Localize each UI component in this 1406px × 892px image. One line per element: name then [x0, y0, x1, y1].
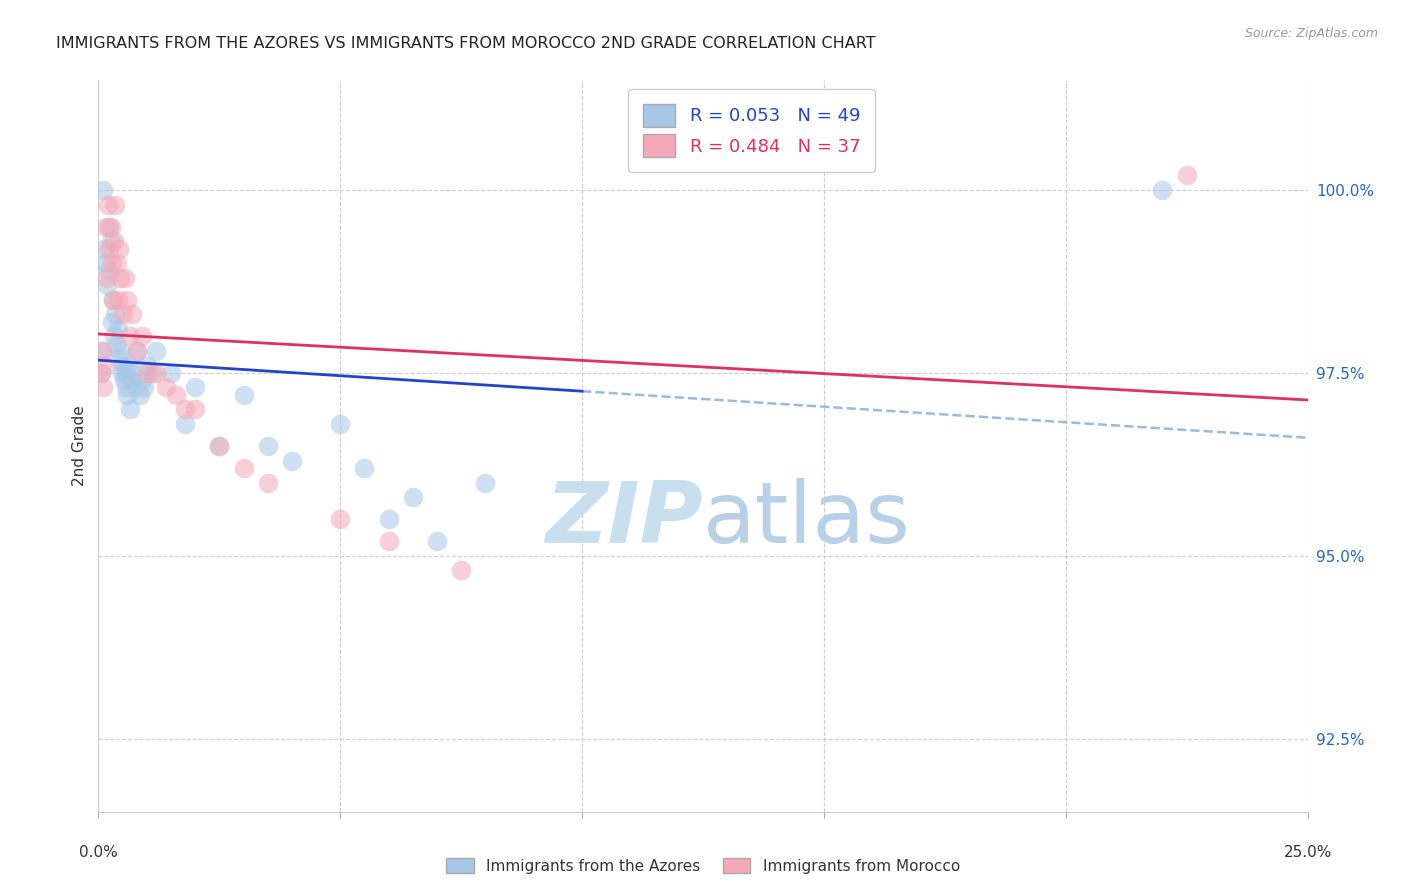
- Legend: R = 0.053   N = 49, R = 0.484   N = 37: R = 0.053 N = 49, R = 0.484 N = 37: [628, 89, 875, 172]
- Point: [120, 373, 142, 387]
- Point: [98, 242, 121, 256]
- Point: [96, 270, 118, 285]
- Text: ZIP: ZIP: [546, 477, 703, 561]
- Point: [135, 359, 157, 373]
- Point: [108, 270, 131, 285]
- Point: [117, 359, 139, 373]
- Point: [131, 329, 153, 343]
- Point: [91, 380, 114, 394]
- Point: [402, 490, 425, 504]
- Point: [91, 343, 114, 358]
- Point: [114, 270, 136, 285]
- Point: [111, 307, 134, 321]
- Point: [100, 219, 122, 234]
- Point: [100, 234, 122, 248]
- Point: [101, 256, 124, 270]
- Point: [115, 380, 138, 394]
- Text: 0.0%: 0.0%: [79, 845, 118, 860]
- Point: [174, 402, 197, 417]
- Point: [118, 402, 141, 417]
- Point: [96, 278, 118, 293]
- Text: IMMIGRANTS FROM THE AZORES VS IMMIGRANTS FROM MOROCCO 2ND GRADE CORRELATION CHAR: IMMIGRANTS FROM THE AZORES VS IMMIGRANTS…: [56, 36, 876, 51]
- Point: [474, 475, 496, 490]
- Point: [134, 380, 156, 394]
- Point: [329, 417, 352, 431]
- Point: [232, 461, 254, 475]
- Point: [256, 439, 278, 453]
- Point: [208, 439, 231, 453]
- Point: [111, 359, 134, 373]
- Text: 25.0%: 25.0%: [1284, 845, 1331, 860]
- Point: [426, 534, 449, 549]
- Point: [105, 336, 128, 351]
- Point: [128, 388, 150, 402]
- Point: [91, 343, 114, 358]
- Point: [121, 307, 143, 321]
- Point: [160, 366, 183, 380]
- Point: [127, 343, 149, 358]
- Point: [155, 380, 177, 394]
- Point: [108, 343, 131, 358]
- Point: [90, 366, 112, 380]
- Point: [103, 234, 125, 248]
- Point: [184, 402, 207, 417]
- Point: [117, 293, 139, 307]
- Point: [91, 183, 114, 197]
- Point: [450, 563, 472, 577]
- Point: [118, 329, 141, 343]
- Point: [97, 197, 120, 211]
- Point: [329, 512, 352, 526]
- Point: [127, 343, 149, 358]
- Point: [184, 380, 207, 394]
- Point: [114, 366, 136, 380]
- Point: [107, 293, 129, 307]
- Point: [93, 242, 115, 256]
- Point: [101, 293, 124, 307]
- Point: [353, 461, 375, 475]
- Point: [1175, 169, 1198, 183]
- Point: [90, 366, 112, 380]
- Point: [165, 388, 187, 402]
- Point: [135, 366, 157, 380]
- Y-axis label: 2nd Grade: 2nd Grade: [72, 406, 87, 486]
- Point: [101, 293, 124, 307]
- Point: [97, 263, 120, 277]
- Point: [145, 343, 167, 358]
- Point: [124, 380, 146, 394]
- Point: [174, 417, 197, 431]
- Point: [208, 439, 231, 453]
- Point: [377, 534, 399, 549]
- Point: [141, 366, 163, 380]
- Point: [1152, 183, 1174, 197]
- Text: Source: ZipAtlas.com: Source: ZipAtlas.com: [1244, 27, 1378, 40]
- Point: [94, 256, 117, 270]
- Point: [111, 366, 134, 380]
- Point: [107, 322, 129, 336]
- Point: [104, 307, 127, 321]
- Point: [101, 315, 124, 329]
- Point: [117, 388, 139, 402]
- Text: atlas: atlas: [703, 477, 911, 561]
- Point: [98, 219, 121, 234]
- Point: [377, 512, 399, 526]
- Point: [107, 351, 129, 366]
- Legend: Immigrants from the Azores, Immigrants from Morocco: Immigrants from the Azores, Immigrants f…: [440, 852, 966, 880]
- Point: [256, 475, 278, 490]
- Point: [103, 329, 125, 343]
- Point: [107, 242, 129, 256]
- Point: [93, 359, 115, 373]
- Point: [105, 256, 128, 270]
- Point: [131, 373, 153, 387]
- Point: [112, 373, 135, 387]
- Point: [104, 197, 127, 211]
- Point: [232, 388, 254, 402]
- Point: [281, 453, 304, 467]
- Point: [145, 366, 167, 380]
- Point: [94, 219, 117, 234]
- Point: [121, 366, 143, 380]
